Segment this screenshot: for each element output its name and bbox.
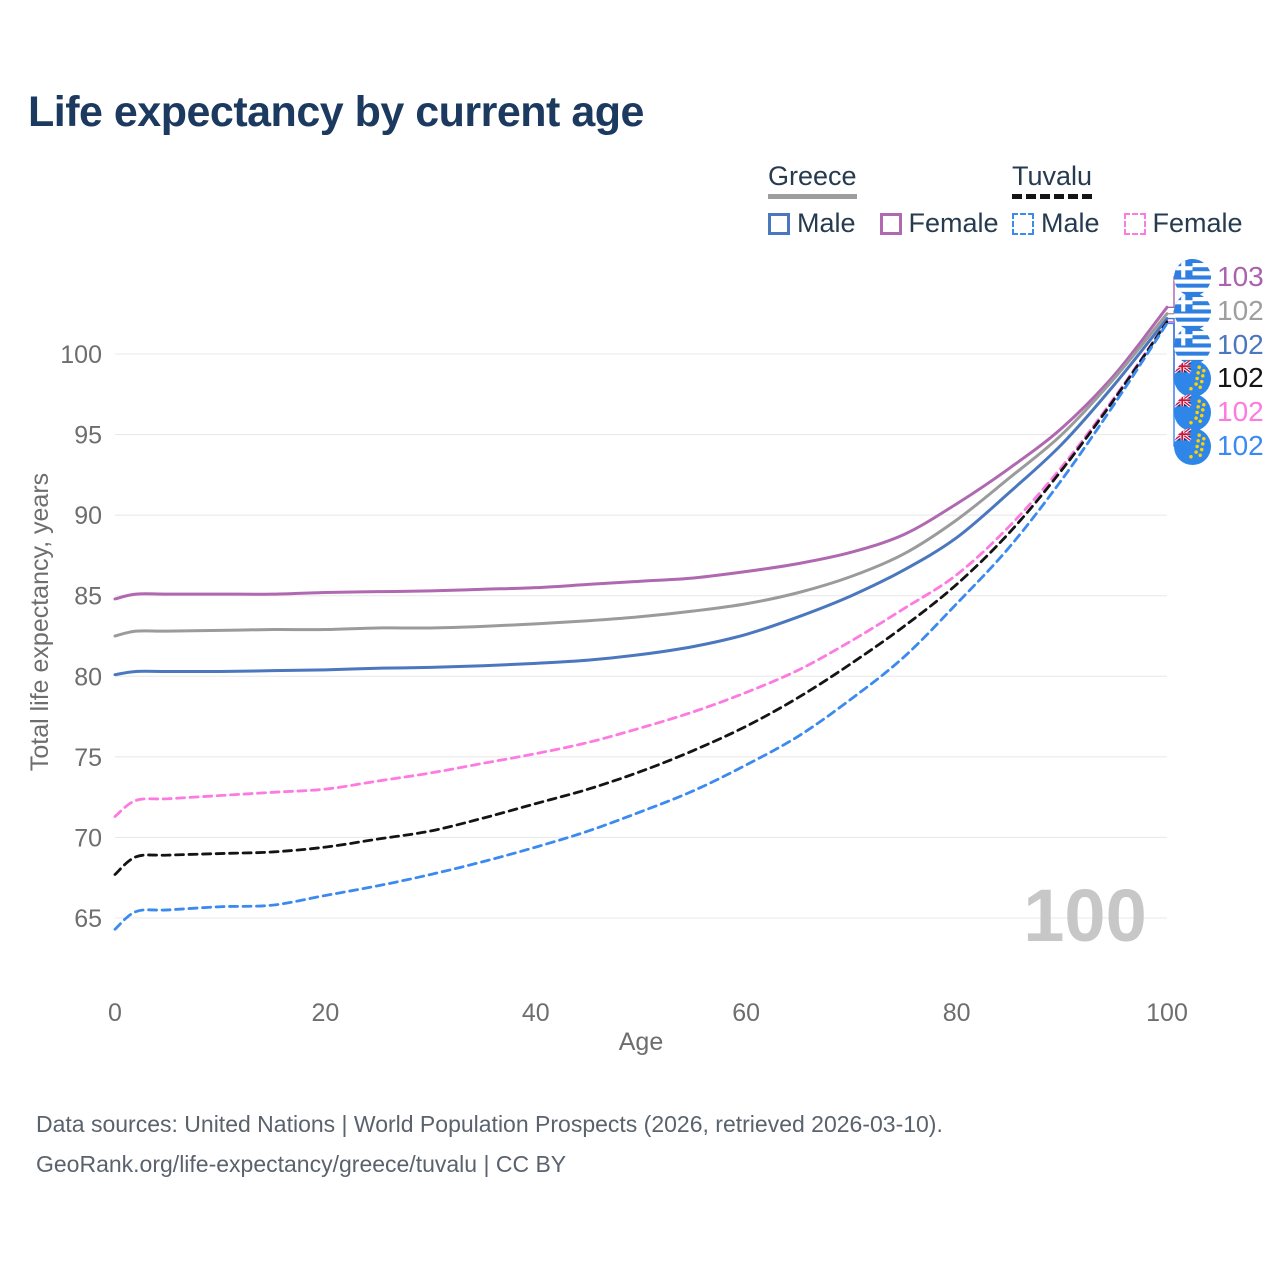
greece-flag-icon — [1174, 326, 1211, 364]
y-tick-label: 80 — [74, 663, 102, 691]
end-label-value: 103 — [1217, 261, 1264, 292]
end-label-row-greece: 102 — [1174, 292, 1264, 330]
y-tick-label: 90 — [74, 502, 102, 530]
end-label-value: 102 — [1217, 295, 1264, 326]
y-tick-label: 95 — [74, 422, 102, 450]
legend-item-label: Male — [797, 208, 856, 239]
y-tick-label: 70 — [74, 824, 102, 852]
x-tick-label: 0 — [108, 999, 122, 1027]
greece-flag-icon — [1174, 292, 1211, 330]
end-label-row-tuvalu-female: 102 — [1174, 393, 1264, 431]
y-tick-label: 65 — [74, 905, 102, 933]
legend-group-tuvalu: Tuvalu Male Female — [1012, 162, 1243, 239]
footer-source-url: GeoRank.org/life-expectancy/greece/tuval… — [36, 1151, 567, 1177]
y-tick-label: 75 — [74, 744, 102, 772]
legend-item-label: Female — [908, 208, 999, 239]
series-line-tuvalu-female — [113, 320, 1169, 818]
x-tick-label: 100 — [1146, 999, 1188, 1027]
legend-items: Male Female — [1012, 208, 1243, 239]
tuvalu-flag-icon — [1174, 393, 1211, 431]
legend-country-tuvalu[interactable]: Tuvalu — [1012, 162, 1093, 200]
legend-group-greece: Greece Male Female — [768, 162, 999, 239]
series-line-tuvalu-male — [113, 321, 1169, 931]
series-line-greece-female — [113, 305, 1169, 601]
legend-swatch-solid — [768, 212, 790, 235]
x-tick-label: 80 — [943, 999, 971, 1027]
end-label-value: 102 — [1217, 362, 1264, 393]
legend-swatch-solid — [879, 212, 902, 235]
end-label-value: 102 — [1217, 396, 1264, 427]
tuvalu-flag-icon — [1174, 427, 1211, 465]
greece-flag-icon — [1174, 258, 1211, 296]
watermark: 100 — [1023, 874, 1146, 957]
x-tick-label: 20 — [311, 999, 339, 1027]
end-label-value: 102 — [1217, 430, 1264, 461]
legend-items: Male Female — [768, 208, 999, 239]
series-line-tuvalu — [113, 320, 1169, 876]
end-label-row-greece-female: 103 — [1174, 258, 1264, 296]
legend-item-greece-female[interactable]: Female — [879, 208, 999, 239]
tuvalu-flag-icon — [1174, 359, 1211, 397]
end-label-row-greece-male: 102 — [1174, 326, 1264, 364]
footer-data-sources: Data sources: United Nations | World Pop… — [36, 1111, 943, 1137]
y-axis-label: Total life expectancy, years — [26, 473, 54, 771]
legend-item-label: Female — [1152, 208, 1243, 239]
series-line-greece-male — [113, 317, 1169, 677]
page-title: Life expectancy by current age — [28, 88, 644, 136]
end-label-row-tuvalu: 102 — [1174, 359, 1264, 397]
legend-item-greece-male[interactable]: Male — [768, 208, 856, 239]
footer: Data sources: United Nations | World Pop… — [36, 1104, 943, 1184]
y-tick-label: 85 — [74, 583, 102, 611]
end-label-value: 102 — [1217, 329, 1264, 360]
y-tick-label: 100 — [60, 341, 102, 369]
legend-item-tuvalu-male[interactable]: Male — [1012, 208, 1100, 239]
legend-item-label: Male — [1041, 208, 1100, 239]
legend-item-tuvalu-female[interactable]: Female — [1123, 208, 1243, 239]
legend-country-greece[interactable]: Greece — [768, 162, 857, 200]
x-tick-label: 60 — [732, 999, 760, 1027]
legend-swatch-dashed — [1123, 212, 1146, 235]
series-line-greece — [113, 312, 1169, 638]
x-axis-label: Age — [619, 1028, 663, 1056]
legend-swatch-dashed — [1012, 212, 1034, 235]
x-tick-label: 40 — [522, 999, 550, 1027]
end-label-row-tuvalu-male: 102 — [1174, 427, 1264, 465]
